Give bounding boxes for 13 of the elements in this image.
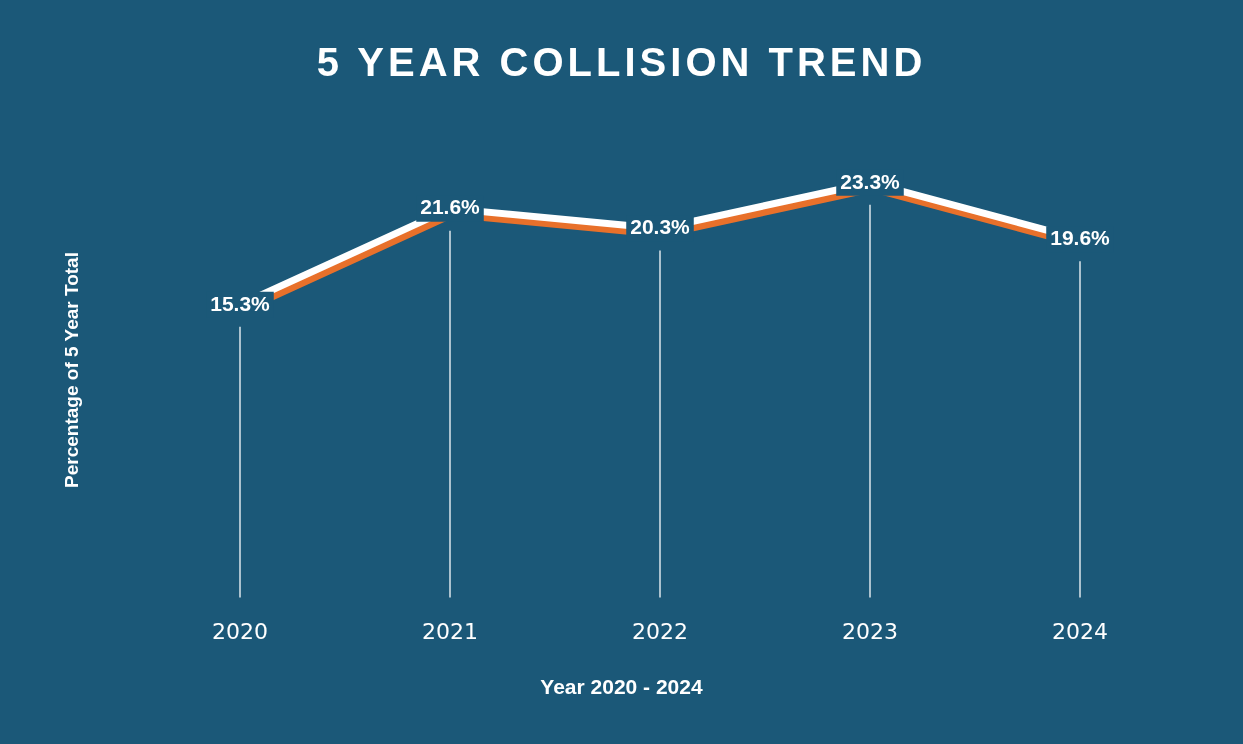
x-tick-label: 2022 [632,618,688,644]
data-label: 19.6% [1050,225,1111,249]
data-label: 20.3% [630,215,691,239]
x-tick-label: 2020 [212,618,268,644]
x-tick-label: 2024 [1052,618,1108,644]
x-tick-label: 2023 [842,618,898,644]
chart-title: 5 YEAR COLLISION TREND [315,40,928,85]
data-label: 21.6% [420,195,481,219]
x-tick-label: 2021 [422,618,478,644]
x-axis-title: Year 2020 - 2024 [539,675,704,699]
y-axis-title: Percentage of 5 Year Total [61,252,83,488]
data-label: 23.3% [840,169,901,193]
data-label: 15.3% [210,291,271,315]
